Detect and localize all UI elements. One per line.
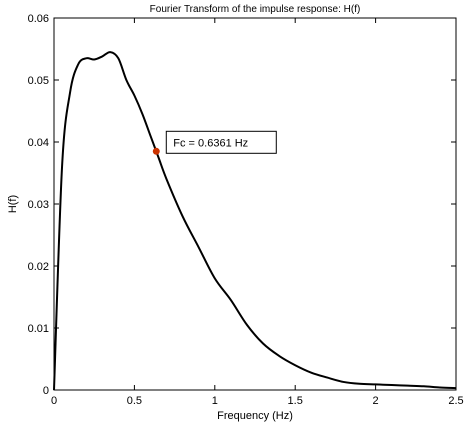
series-line xyxy=(53,51,457,391)
x-axis-label: Frequency (Hz) xyxy=(217,410,293,422)
annotation-text: Fc = 0.6361 Hz xyxy=(173,137,248,149)
y-tick-label: 0 xyxy=(43,385,49,397)
x-tick-label: 1 xyxy=(212,395,218,407)
annotation-border xyxy=(165,130,277,154)
y-tick-label: 0.01 xyxy=(28,323,49,335)
x-tick-label: 0.5 xyxy=(127,395,142,407)
x-tick-label: 2.5 xyxy=(448,395,463,407)
y-tick-label: 0.05 xyxy=(28,75,49,87)
y-tick-label: 0.02 xyxy=(28,261,49,273)
x-tick-label: 1.5 xyxy=(288,395,303,407)
y-tick-label: 0.06 xyxy=(28,13,49,25)
y-tick-label: 0.03 xyxy=(28,199,49,211)
chart-title: Fourier Transform of the impulse respons… xyxy=(150,4,361,15)
y-tick-label: 0.04 xyxy=(28,137,49,149)
x-axis-ticks: 0 0.5 1 1.5 2 2.5 xyxy=(51,18,464,407)
y-axis-label: H(f) xyxy=(7,195,19,213)
x-tick-label: 0 xyxy=(51,395,57,407)
y-axis-ticks: 0 0.01 0.02 0.03 0.04 0.05 0.06 xyxy=(28,13,456,397)
cutoff-annotation-box: Fc = 0.6361 Hz xyxy=(165,130,277,154)
cutoff-marker-point xyxy=(152,147,160,155)
x-tick-label: 2 xyxy=(373,395,379,407)
